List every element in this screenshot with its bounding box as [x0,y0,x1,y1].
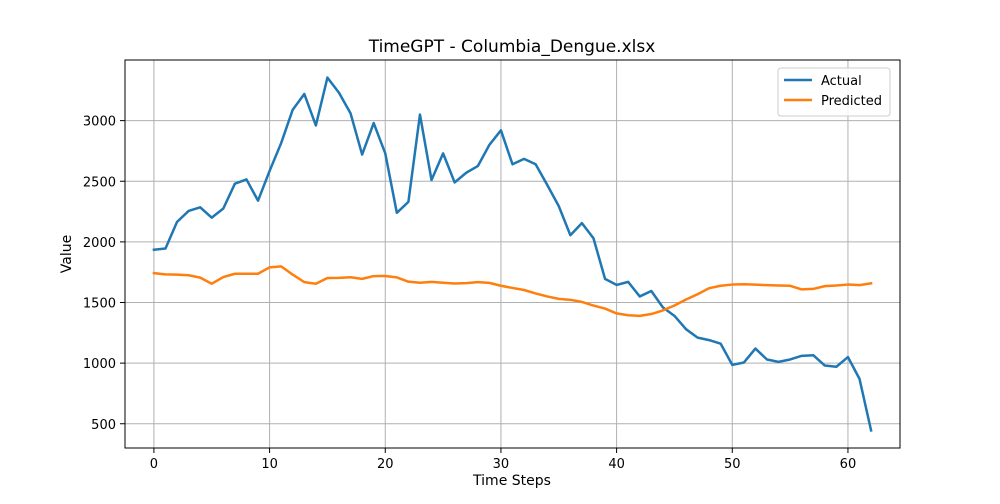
axis-ticks: 0 10 20 30 40 50 60 500 1000 1500 2000 2500 3000 [83,115,856,472]
y-tick-label: 1000 [83,357,116,372]
legend-label-predicted: Predicted [821,94,882,109]
plot-area-frame [124,59,901,449]
y-tick-label: 2500 [83,175,116,190]
x-tick-label: 0 [150,457,158,472]
y-axis-label: Value [59,235,75,273]
x-tick-label: 20 [377,457,394,472]
series-line-actual [152,76,873,432]
x-tick-label: 40 [608,457,625,472]
x-tick-label: 50 [724,457,741,472]
chart-title: TimeGPT - Columbia_Dengue.xlsx [368,37,656,57]
x-tick-label: 30 [493,457,510,472]
y-tick-label: 2000 [83,236,116,251]
x-tick-label: 10 [261,457,278,472]
x-axis-label: Time Steps [472,473,551,489]
legend-label-actual: Actual [821,74,862,89]
series-line-predicted [152,265,873,318]
gridlines [125,60,900,448]
y-tick-label: 1500 [83,297,116,312]
y-tick-label: 3000 [83,115,116,130]
y-tick-label: 500 [91,418,116,433]
series-layer [152,76,873,432]
legend: Actual Predicted [777,67,891,117]
x-tick-label: 60 [840,457,857,472]
